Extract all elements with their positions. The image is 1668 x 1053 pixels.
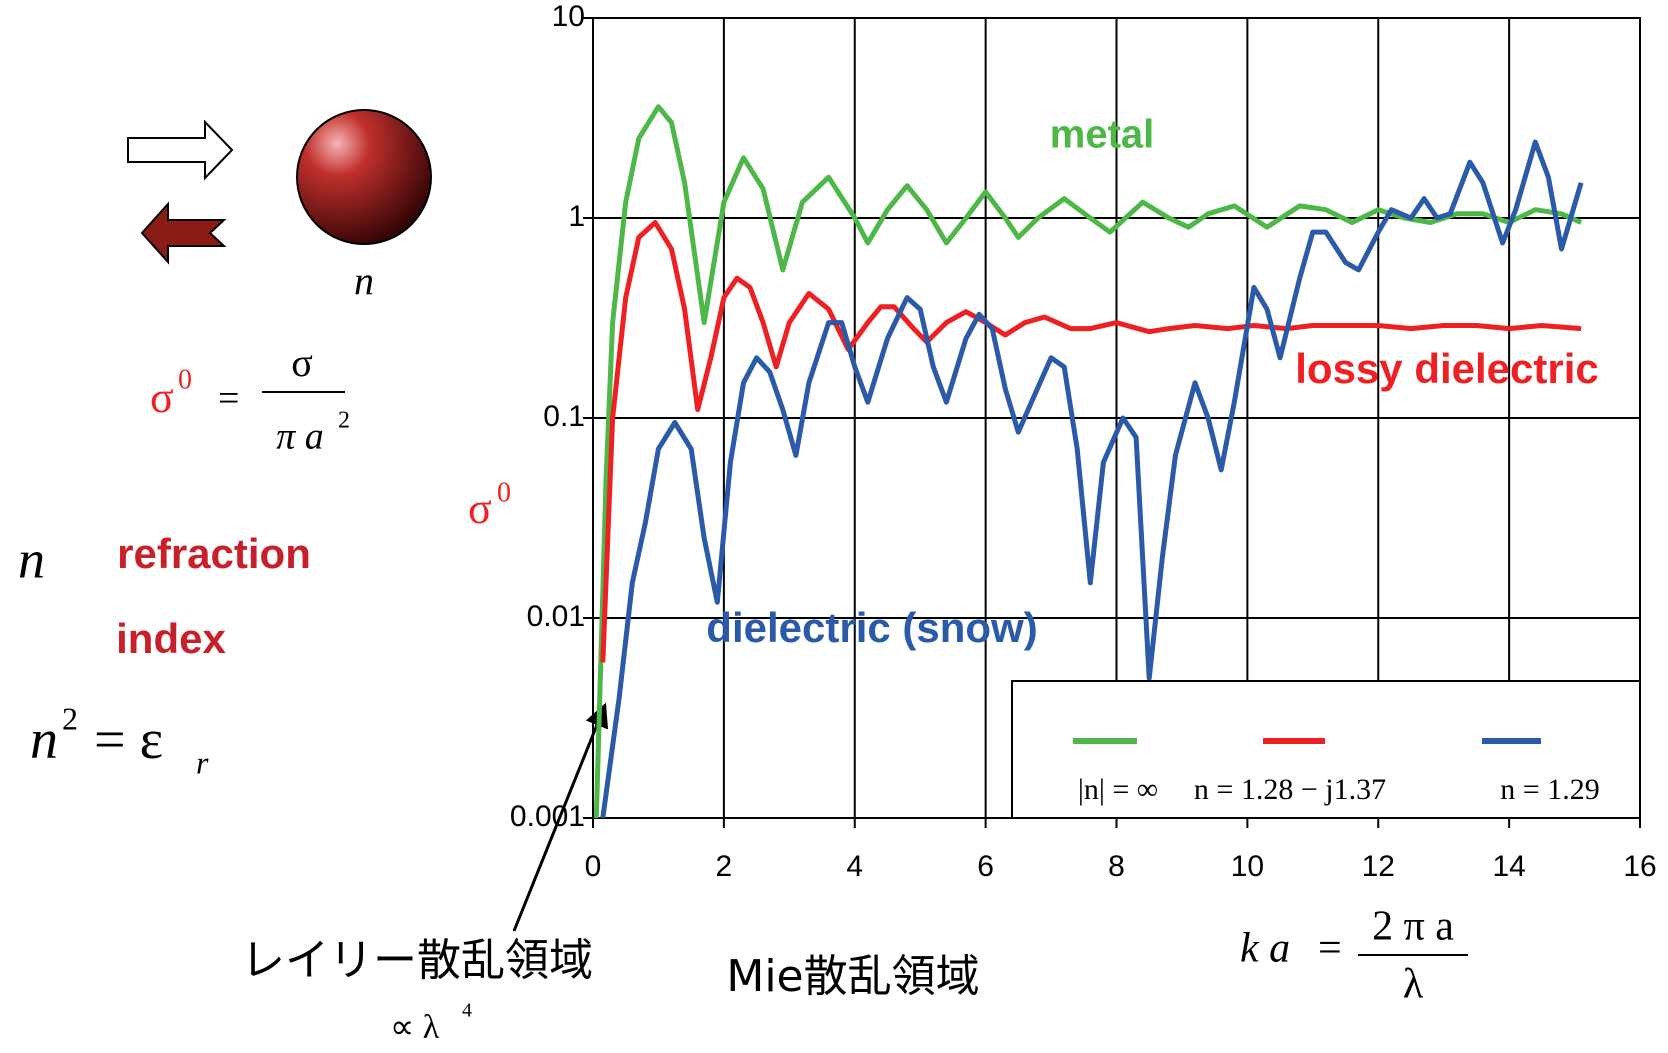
x-tick-label: 8 — [1108, 850, 1125, 883]
rayleigh-law-sup: 4 — [462, 1000, 472, 1022]
x-label-den: λ — [1403, 962, 1424, 1008]
n-relation-sub: r — [196, 744, 209, 780]
x-tick-label: 4 — [846, 850, 863, 883]
series-annotation: metal — [1050, 113, 1155, 157]
n-relation-eq: = ε — [94, 709, 163, 771]
legend-label: n = 1.29 — [1500, 773, 1599, 806]
x-label-lhs: k a — [1240, 926, 1290, 972]
sphere-label: n — [354, 258, 374, 303]
y-tick-label: 0.01 — [527, 600, 585, 633]
sigma-den: π a — [276, 416, 324, 458]
sigma-eq: = — [218, 378, 239, 420]
x-tick-label: 6 — [977, 850, 994, 883]
y-tick-label: 0.001 — [510, 800, 585, 833]
region-label: レイリー散乱領域 — [241, 935, 593, 986]
legend-label: |n| = ∞ — [1078, 773, 1158, 806]
x-tick-label: 12 — [1362, 850, 1395, 883]
chart: n σ 0 = σ π a 2 n refraction index n 2 =… — [0, 0, 1668, 1053]
x-label-eq: = — [1318, 926, 1342, 972]
y-tick-label: 1 — [568, 200, 585, 233]
region-label: Mie散乱領域 — [726, 951, 979, 1002]
n-desc: index — [116, 615, 226, 662]
x-tick-label: 2 — [716, 850, 733, 883]
sigma-num: σ — [291, 340, 313, 385]
series-line — [603, 223, 1581, 663]
sphere — [297, 110, 431, 244]
sigma-den-sup: 2 — [338, 408, 350, 434]
x-label-num: 2 π a — [1372, 904, 1454, 950]
x-tick-label: 16 — [1623, 850, 1656, 883]
y-label: σ — [468, 484, 492, 533]
series-annotation: lossy dielectric — [1295, 345, 1599, 392]
y-label-sup: 0 — [497, 477, 511, 508]
sigma-lhs: σ — [150, 373, 174, 422]
x-tick-label: 0 — [585, 850, 602, 883]
incident-arrow — [128, 122, 232, 178]
n-relation-lhs: n — [30, 709, 58, 771]
y-tick-label: 0.1 — [543, 400, 585, 433]
x-tick-label: 14 — [1492, 850, 1525, 883]
n-relation-sup: 2 — [62, 700, 78, 736]
scattered-arrow — [142, 204, 224, 262]
n-desc: refraction — [117, 530, 311, 577]
x-tick-label: 10 — [1231, 850, 1264, 883]
rayleigh-law: ∝ λ — [390, 1009, 440, 1046]
sigma-lhs-sup: 0 — [178, 364, 192, 395]
n-symbol: n — [18, 529, 45, 589]
y-tick-label: 10 — [552, 0, 585, 33]
series-annotation: dielectric (snow) — [706, 604, 1037, 651]
legend-label: n = 1.28 − j1.37 — [1194, 773, 1386, 806]
